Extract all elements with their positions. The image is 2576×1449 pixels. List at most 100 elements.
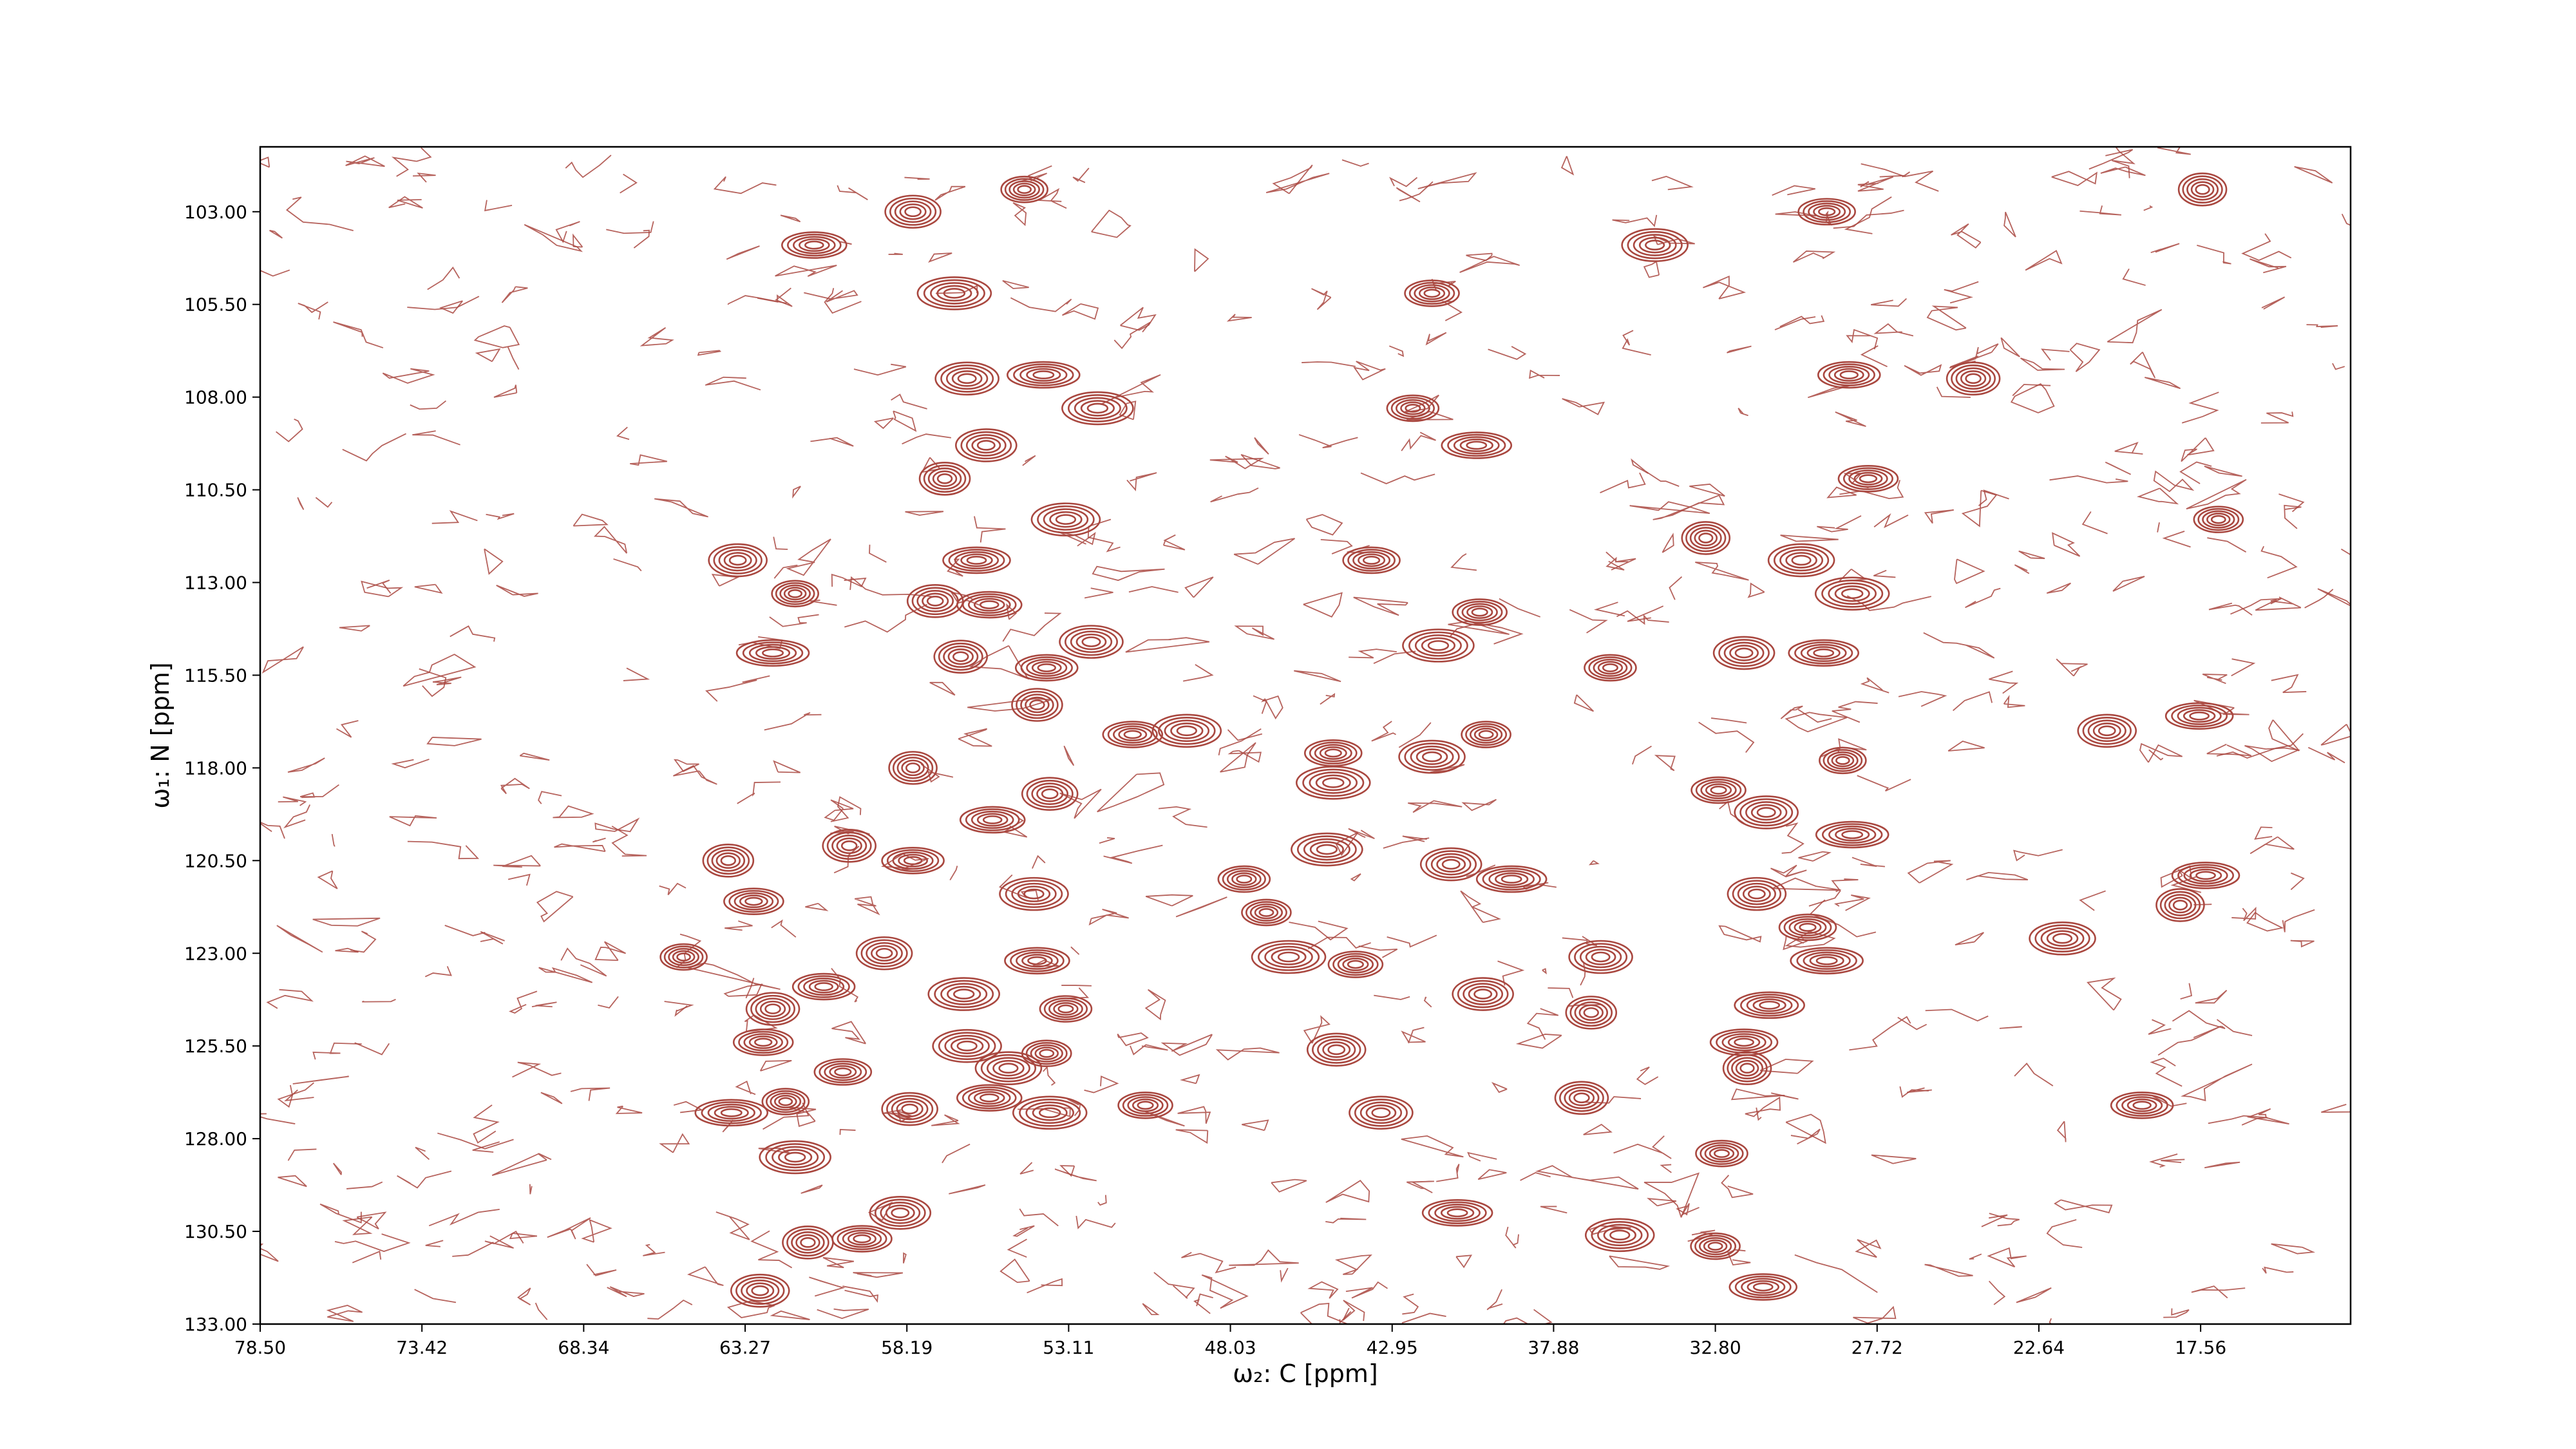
contour-ring bbox=[1358, 553, 1386, 567]
noise-contour bbox=[1703, 275, 1747, 299]
contour-ring bbox=[1416, 748, 1448, 765]
contour-ring bbox=[2098, 725, 2116, 737]
contour-ring bbox=[1796, 949, 1857, 972]
noise-contour bbox=[1632, 745, 1652, 765]
peak bbox=[918, 461, 971, 496]
contour-ring bbox=[1365, 1104, 1397, 1121]
contour-ring bbox=[2210, 515, 2226, 524]
contour-ring bbox=[1727, 1035, 1761, 1049]
contour-ring bbox=[1303, 838, 1350, 861]
contour-ring bbox=[1158, 717, 1216, 745]
contour-ring bbox=[1814, 576, 1890, 611]
noise-contour bbox=[2260, 545, 2298, 579]
noise-contour bbox=[1832, 701, 1878, 723]
contour-ring bbox=[1788, 918, 1827, 937]
contour-ring bbox=[1408, 631, 1468, 660]
noise-contour bbox=[413, 172, 436, 183]
contour-ring bbox=[1591, 951, 1611, 963]
peak bbox=[1815, 820, 1889, 849]
contour-ring bbox=[1574, 943, 1628, 971]
contour-ring bbox=[1048, 999, 1083, 1018]
peak bbox=[1797, 198, 1856, 226]
noise-contour bbox=[810, 600, 837, 606]
contour-ring bbox=[791, 1231, 825, 1254]
noise-contour bbox=[2204, 1161, 2240, 1169]
noise-contour bbox=[540, 1092, 563, 1104]
peak bbox=[1404, 279, 1460, 307]
contour-ring bbox=[891, 1207, 910, 1218]
contour-ring bbox=[1342, 958, 1369, 972]
noise-contour bbox=[1054, 1168, 1097, 1182]
contour-ring bbox=[1828, 825, 1877, 844]
noise-contour bbox=[1966, 871, 2029, 881]
noise-contour bbox=[1582, 1096, 1642, 1104]
noise-contour bbox=[1240, 453, 1280, 469]
contour-ring bbox=[2183, 709, 2216, 723]
contour-ring bbox=[976, 440, 996, 451]
noise-contour bbox=[750, 1230, 793, 1269]
noise-contour bbox=[849, 576, 932, 598]
noise-contour bbox=[2157, 147, 2191, 155]
peak bbox=[1475, 865, 1548, 893]
contour-ring bbox=[1834, 585, 1870, 602]
contour-ring bbox=[808, 980, 839, 994]
noise-contour bbox=[745, 978, 755, 999]
contour-ring bbox=[971, 810, 1014, 829]
noise-contour bbox=[297, 497, 305, 510]
noise-contour bbox=[1320, 693, 1336, 705]
noise-contour bbox=[1871, 298, 1908, 307]
y-tick-label: 115.50 bbox=[184, 665, 247, 686]
noise-contour bbox=[555, 221, 580, 243]
contour-ring bbox=[1031, 782, 1069, 805]
contour-ring bbox=[1842, 467, 1893, 490]
noise-contour bbox=[891, 393, 927, 410]
noise-contour bbox=[2181, 1063, 2253, 1101]
contour-ring bbox=[911, 587, 959, 616]
contour-ring bbox=[1564, 1086, 1600, 1110]
contour-ring bbox=[720, 1108, 743, 1117]
noise-contour bbox=[1502, 1309, 1553, 1324]
noise-contour bbox=[1218, 728, 1262, 756]
noise-contour bbox=[1303, 592, 1343, 618]
peak bbox=[1734, 795, 1799, 829]
contour-ring bbox=[1848, 469, 1888, 488]
contour-ring bbox=[982, 815, 1003, 824]
noise-contour bbox=[2153, 470, 2195, 493]
noise-contour bbox=[407, 840, 480, 860]
contour-ring bbox=[1452, 598, 1508, 626]
noise-contour bbox=[1021, 165, 1052, 182]
contour-ring bbox=[813, 1058, 873, 1086]
noise-contour bbox=[831, 1021, 867, 1045]
noise-contour bbox=[673, 1101, 704, 1113]
noise-contour bbox=[2107, 308, 2163, 344]
contour-ring bbox=[1430, 853, 1472, 876]
noise-contour bbox=[1855, 1238, 1882, 1258]
noise-contour bbox=[2186, 478, 2247, 510]
noise-contour bbox=[2161, 1159, 2185, 1164]
noise-contour bbox=[1560, 156, 1575, 176]
noise-contour bbox=[1645, 471, 1680, 487]
noise-contour bbox=[1305, 514, 1343, 536]
contour-ring bbox=[875, 947, 893, 959]
contour-ring bbox=[814, 982, 833, 991]
contour-ring bbox=[1809, 954, 1844, 968]
contour-ring bbox=[1800, 643, 1847, 662]
noise-contour bbox=[1012, 202, 1027, 227]
peak bbox=[1014, 654, 1079, 682]
peak bbox=[1421, 1198, 1493, 1227]
noise-contour bbox=[1616, 610, 1669, 625]
noise-contour bbox=[1396, 187, 1421, 203]
contour-ring bbox=[973, 1091, 1005, 1105]
peak bbox=[916, 276, 992, 310]
noise-contour bbox=[366, 580, 392, 594]
noise-contour bbox=[391, 147, 432, 177]
contour-ring bbox=[2202, 510, 2235, 529]
noise-contour bbox=[354, 1042, 390, 1056]
contour-ring bbox=[1123, 730, 1142, 739]
contour-ring bbox=[1414, 284, 1450, 303]
noise-contour bbox=[1978, 489, 2009, 507]
noise-contour bbox=[830, 796, 862, 822]
contour-ring bbox=[886, 1095, 934, 1123]
noise-contour bbox=[1162, 534, 1186, 551]
noise-contour bbox=[1059, 1165, 1075, 1177]
